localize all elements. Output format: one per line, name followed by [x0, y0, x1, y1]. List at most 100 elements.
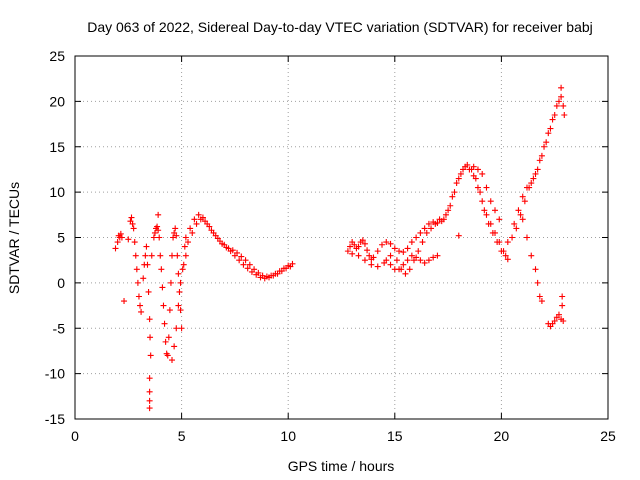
data-point	[551, 111, 558, 118]
data-point	[261, 275, 268, 282]
data-point	[496, 239, 503, 246]
data-point	[351, 241, 358, 248]
data-point	[496, 216, 503, 223]
data-point	[425, 257, 432, 264]
data-point	[210, 229, 217, 236]
data-point	[559, 302, 566, 309]
data-point	[206, 223, 213, 230]
data-point	[558, 93, 565, 100]
data-point	[404, 245, 411, 252]
data-point	[160, 302, 167, 309]
data-point	[112, 245, 119, 252]
data-point	[519, 193, 526, 200]
data-point	[355, 252, 362, 259]
data-point	[117, 230, 124, 237]
data-point	[150, 234, 157, 241]
data-point	[511, 220, 518, 227]
data-point	[368, 261, 375, 268]
data-point	[121, 298, 128, 305]
data-point	[274, 270, 281, 277]
data-point	[387, 252, 394, 259]
data-point	[146, 316, 153, 323]
data-point	[457, 170, 464, 177]
data-point	[133, 266, 140, 273]
data-point	[523, 234, 530, 241]
data-point	[481, 207, 488, 214]
data-point	[547, 125, 554, 132]
data-point	[138, 308, 145, 315]
data-point	[151, 229, 158, 236]
data-point	[396, 248, 403, 255]
data-point	[129, 220, 136, 227]
x-tick-label: 15	[387, 428, 403, 444]
data-point	[173, 232, 180, 239]
data-point	[483, 184, 490, 191]
x-tick-label: 10	[280, 428, 296, 444]
data-point	[131, 239, 138, 246]
data-point	[347, 243, 354, 250]
data-point	[283, 265, 290, 272]
data-point	[387, 261, 394, 268]
data-point	[538, 298, 545, 305]
grid-lines	[75, 56, 608, 419]
data-point	[158, 266, 165, 273]
data-point	[266, 274, 273, 281]
data-point	[135, 293, 142, 300]
data-point	[374, 248, 381, 255]
data-point	[182, 252, 189, 259]
data-point	[164, 352, 171, 359]
data-point	[148, 252, 155, 259]
data-point	[257, 274, 264, 281]
data-point	[445, 207, 452, 214]
data-point	[118, 234, 125, 241]
data-point	[166, 307, 173, 314]
data-point	[179, 266, 186, 273]
data-point	[504, 239, 511, 246]
data-point	[169, 357, 176, 364]
data-point	[156, 234, 163, 241]
data-point	[417, 257, 424, 264]
data-point	[202, 218, 209, 225]
data-point	[242, 257, 249, 264]
data-point	[246, 261, 253, 268]
data-point	[528, 180, 535, 187]
x-axis-label: GPS time / hours	[288, 458, 395, 474]
data-point	[361, 240, 368, 247]
data-point	[178, 325, 185, 332]
data-point	[147, 352, 154, 359]
y-axis-label: SDTVAR / TECUs	[6, 182, 22, 294]
data-point	[191, 216, 198, 223]
data-point	[359, 237, 366, 244]
chart-title: Day 063 of 2022, Sidereal Day-to-day VTE…	[87, 19, 593, 35]
data-point	[492, 229, 499, 236]
data-point	[361, 257, 368, 264]
data-point	[408, 252, 415, 259]
data-point	[419, 239, 426, 246]
data-point	[413, 234, 420, 241]
data-point	[515, 207, 522, 214]
data-points	[112, 84, 568, 412]
data-point	[560, 102, 567, 109]
data-point	[428, 225, 435, 232]
data-point	[370, 254, 377, 261]
data-point	[519, 216, 526, 223]
data-point	[447, 202, 454, 209]
data-point	[487, 220, 494, 227]
data-point	[479, 170, 486, 177]
data-point	[248, 268, 255, 275]
data-point	[157, 252, 164, 259]
data-point	[396, 266, 403, 273]
data-point	[474, 184, 481, 191]
data-point	[430, 254, 437, 261]
data-point	[236, 257, 243, 264]
data-point	[442, 211, 449, 218]
data-point	[541, 143, 548, 150]
data-point	[114, 239, 121, 246]
data-point	[455, 232, 462, 239]
data-point	[462, 163, 469, 170]
data-point	[400, 261, 407, 268]
data-point	[170, 234, 177, 241]
data-point	[559, 293, 566, 300]
data-point	[432, 220, 439, 227]
data-point	[231, 252, 238, 259]
